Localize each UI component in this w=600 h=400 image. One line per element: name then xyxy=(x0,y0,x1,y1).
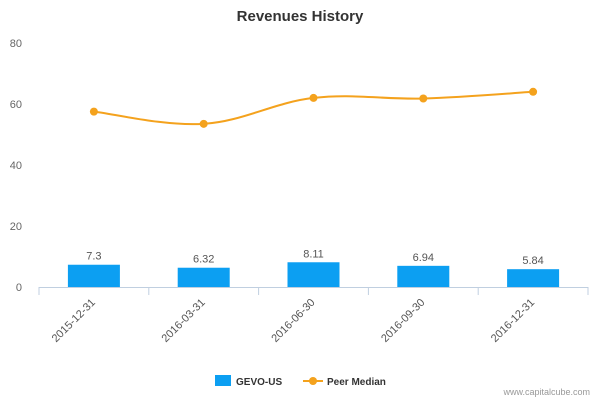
y-tick-label: 80 xyxy=(10,38,22,50)
legend-label-peer-median: Peer Median xyxy=(327,377,386,388)
legend-label-gevo-us: GEVO-US xyxy=(236,377,282,388)
y-tick-label: 60 xyxy=(10,99,22,111)
bar-data-label: 7.3 xyxy=(86,251,101,263)
x-tick-label: 2015-12-31 xyxy=(50,297,98,345)
bar xyxy=(507,269,560,287)
bar xyxy=(177,267,230,287)
x-tick-label: 2016-06-30 xyxy=(269,297,317,345)
x-tick-label: 2016-03-31 xyxy=(160,297,208,345)
source-credit: www.capitalcube.com xyxy=(502,387,590,397)
bar-data-label: 6.32 xyxy=(193,254,214,266)
bar-series-gevo-us xyxy=(67,262,560,287)
peer-median-point xyxy=(89,107,98,116)
line-series-peer-median xyxy=(89,87,538,128)
y-axis: 0 20 40 60 80 xyxy=(10,38,22,294)
y-tick-label: 0 xyxy=(16,282,22,294)
x-tick-label: 2016-09-30 xyxy=(379,297,427,345)
bar-data-label: 8.11 xyxy=(303,248,324,260)
bar xyxy=(397,265,450,287)
peer-median-point xyxy=(309,93,318,102)
peer-median-point xyxy=(199,119,208,128)
peer-median-point xyxy=(419,94,428,103)
legend-swatch-peer-median-marker xyxy=(309,377,317,385)
bar xyxy=(287,262,340,287)
y-tick-label: 20 xyxy=(10,221,22,233)
peer-median-point xyxy=(529,87,538,96)
y-tick-label: 40 xyxy=(10,160,22,172)
bar-data-labels: 7.3 6.32 8.11 6.94 5.84 xyxy=(86,248,544,267)
bar-data-label: 5.84 xyxy=(522,255,543,267)
bar-data-label: 6.94 xyxy=(413,252,434,264)
bar xyxy=(67,264,120,287)
x-tick-label: 2016-12-31 xyxy=(489,297,537,345)
legend-swatch-gevo-us xyxy=(215,375,231,386)
x-axis: 2015-12-31 2016-03-31 2016-06-30 2016-09-30… xyxy=(38,287,589,345)
chart-title: Revenues History xyxy=(237,8,364,25)
legend: GEVO-US Peer Median xyxy=(215,375,386,388)
